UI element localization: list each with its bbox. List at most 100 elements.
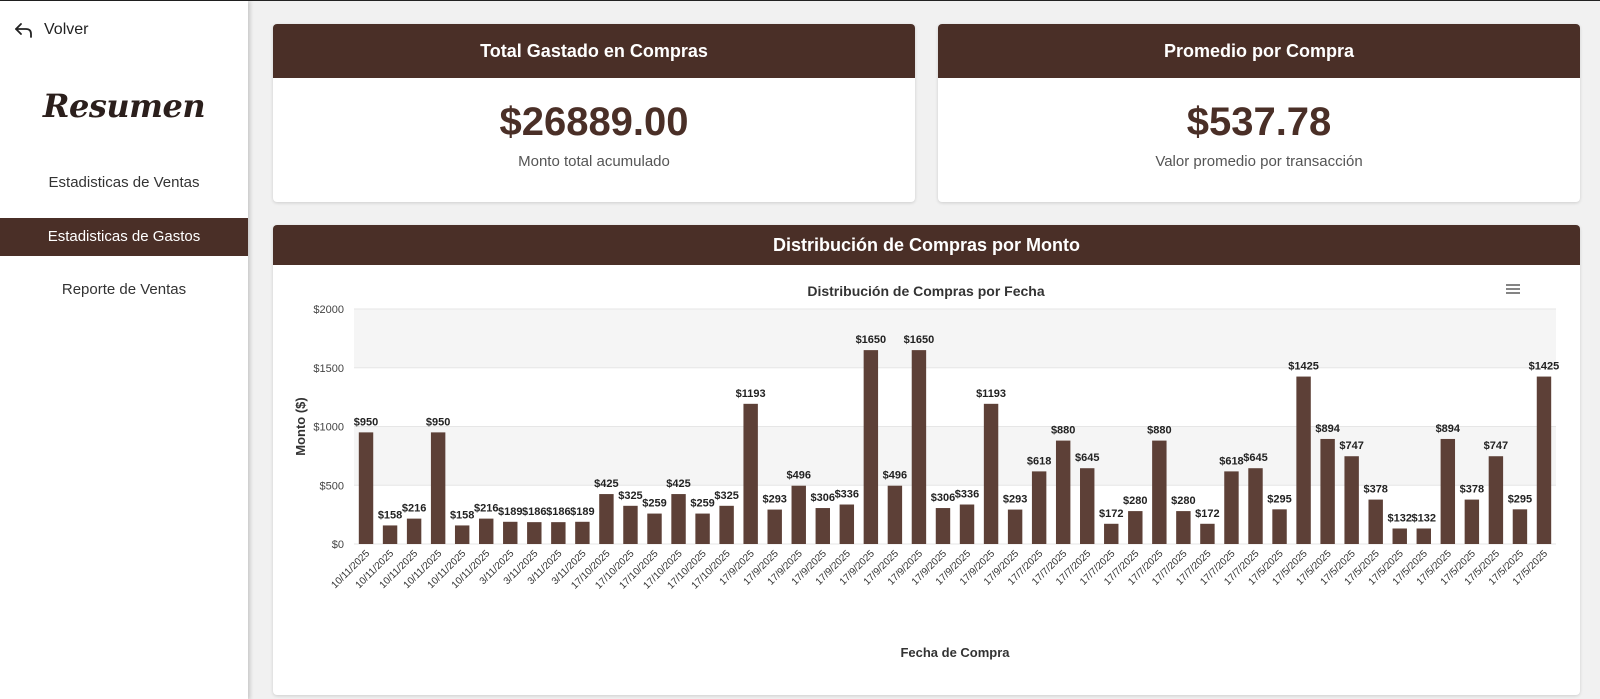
bar[interactable] [695, 513, 710, 544]
bar[interactable] [430, 432, 446, 544]
bar[interactable] [1152, 440, 1167, 544]
bar[interactable] [671, 494, 686, 544]
data-label: $618 [1219, 455, 1243, 467]
data-label: $1193 [976, 388, 1006, 400]
grid-band [354, 426, 1556, 486]
bar[interactable] [623, 505, 638, 544]
bar[interactable] [791, 485, 806, 544]
bar[interactable] [1488, 456, 1504, 544]
data-label: $880 [1051, 425, 1075, 437]
data-label: $336 [955, 489, 979, 501]
data-label: $132 [1387, 512, 1411, 524]
bar[interactable] [839, 504, 855, 544]
bar[interactable] [983, 403, 999, 544]
bar[interactable] [1320, 438, 1335, 544]
bar[interactable] [1055, 440, 1071, 544]
bar[interactable] [1368, 499, 1383, 544]
sidebar-item-estadisticas-gastos[interactable]: Estadisticas de Gastos [0, 218, 248, 256]
data-label: $378 [1460, 484, 1484, 496]
data-label: $172 [1195, 508, 1219, 520]
bar[interactable] [1224, 471, 1239, 544]
data-label: $295 [1267, 493, 1291, 505]
data-label: $1425 [1288, 361, 1319, 373]
data-label: $158 [378, 509, 402, 521]
bar[interactable] [454, 525, 470, 544]
bar[interactable] [1272, 509, 1287, 544]
bar[interactable] [503, 521, 518, 544]
y-tick-label: $1500 [313, 363, 344, 375]
bar[interactable] [1031, 471, 1047, 544]
chart-section-title: Distribución de Compras por Monto [273, 225, 1580, 265]
data-label: $325 [618, 490, 642, 502]
data-label: $325 [714, 490, 738, 502]
bar[interactable] [1080, 468, 1095, 544]
data-label: $747 [1484, 440, 1508, 452]
brand-title: Resumen [42, 87, 206, 125]
data-label: $618 [1027, 455, 1051, 467]
data-label: $186 [546, 506, 570, 518]
average-caption: Valor promedio por transacción [1155, 153, 1363, 170]
y-axis-title: Monto ($) [293, 397, 308, 455]
data-label: $336 [835, 489, 859, 501]
data-label: $186 [522, 506, 546, 518]
data-label: $747 [1339, 440, 1363, 452]
data-label: $1650 [904, 334, 935, 346]
bar[interactable] [527, 522, 542, 544]
bar[interactable] [887, 485, 903, 544]
data-label: $216 [402, 503, 426, 515]
total-spent-title: Total Gastado en Compras [273, 24, 915, 78]
data-label: $496 [883, 470, 907, 482]
bar[interactable] [959, 504, 975, 544]
bar[interactable] [1392, 528, 1407, 544]
data-label: $259 [690, 498, 714, 510]
bar[interactable] [599, 494, 614, 544]
bar[interactable] [1128, 511, 1143, 544]
bar[interactable] [743, 403, 758, 544]
bar[interactable] [1536, 376, 1552, 544]
bar[interactable] [1176, 511, 1191, 544]
total-spent-card: Total Gastado en Compras $26889.00 Monto… [273, 24, 915, 202]
bar[interactable] [1512, 509, 1528, 544]
bar[interactable] [815, 508, 830, 544]
sidebar-item-reporte-ventas[interactable]: Reporte de Ventas [61, 281, 187, 298]
data-label: $880 [1147, 425, 1171, 437]
bar[interactable] [1344, 456, 1359, 544]
bar[interactable] [767, 509, 782, 544]
data-label: $425 [666, 478, 690, 490]
bar[interactable] [575, 521, 590, 544]
data-label: $950 [354, 416, 378, 428]
bar[interactable] [382, 525, 398, 544]
data-label: $1425 [1529, 361, 1560, 373]
bar[interactable] [911, 350, 927, 544]
chart-title: Distribución de Compras por Fecha [807, 283, 1044, 299]
bar[interactable] [1416, 528, 1431, 544]
bar[interactable] [358, 432, 374, 544]
purchases-bar-chart: $0 $500 $1000 $1500 $2000 Distribución de Com… [293, 283, 1560, 660]
data-label: $1650 [856, 334, 887, 346]
bar[interactable] [1440, 438, 1456, 544]
bar[interactable] [1007, 509, 1023, 544]
data-label: $645 [1243, 452, 1267, 464]
sidebar-item-estadisticas-ventas[interactable]: Estadisticas de Ventas [48, 174, 200, 191]
data-label: $280 [1171, 495, 1195, 507]
data-label: $1193 [736, 388, 766, 400]
bar[interactable] [551, 522, 566, 544]
data-label: $645 [1075, 452, 1099, 464]
bar[interactable] [719, 505, 734, 544]
data-label: $132 [1412, 512, 1436, 524]
bar[interactable] [479, 518, 494, 544]
bar[interactable] [935, 508, 951, 544]
data-label: $295 [1508, 493, 1532, 505]
bar[interactable] [1104, 523, 1119, 544]
back-button[interactable]: Volver [14, 21, 88, 39]
bar[interactable] [863, 350, 879, 544]
bar[interactable] [1200, 523, 1215, 544]
bar[interactable] [1296, 376, 1311, 544]
bar[interactable] [647, 513, 662, 544]
back-arrow-icon [15, 23, 32, 38]
bar[interactable] [1248, 468, 1263, 544]
bar[interactable] [406, 518, 422, 544]
data-label: $950 [426, 416, 450, 428]
data-label: $378 [1363, 484, 1387, 496]
bar[interactable] [1464, 499, 1480, 544]
